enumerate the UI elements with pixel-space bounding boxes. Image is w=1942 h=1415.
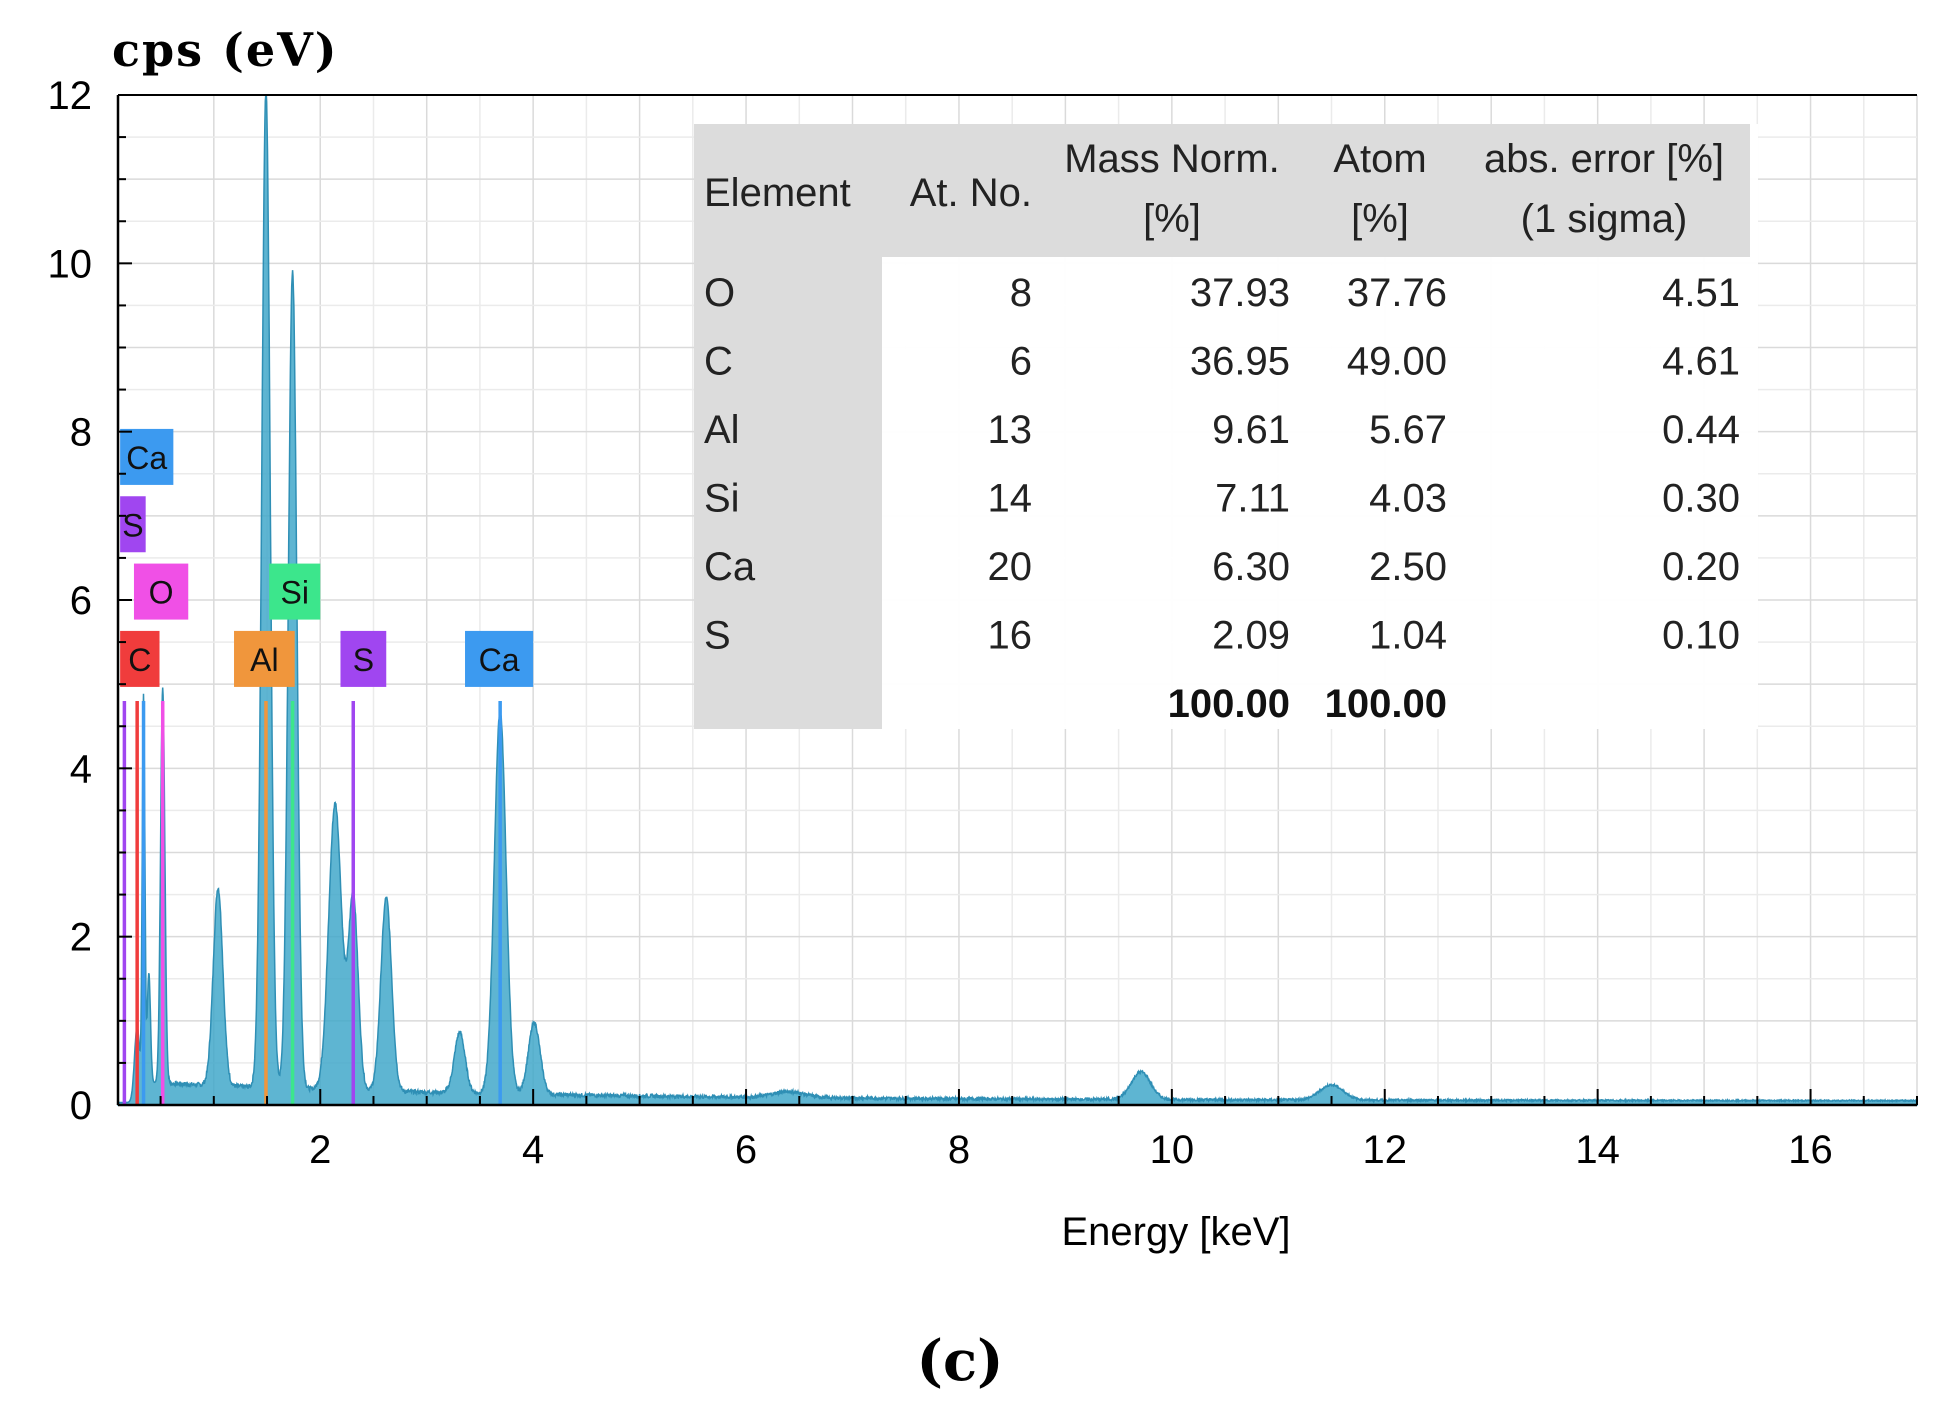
marker-label-box-c [120, 630, 160, 687]
table-cell: 4.61 [1662, 340, 1740, 384]
y-tick-label: 10 [48, 242, 93, 286]
marker-label-ca: Ca [126, 440, 167, 476]
table-header-cell: Element [704, 171, 851, 215]
marker-label-box-ca [465, 630, 534, 687]
x-tick-label: 2 [309, 1128, 331, 1172]
table-cell: 20 [988, 545, 1033, 589]
table-cell: 2.09 [1212, 614, 1290, 658]
marker-label-box-o [133, 563, 189, 620]
marker-label-box-s [340, 630, 387, 687]
table-cell: 49.00 [1347, 340, 1447, 384]
x-tick-label: 16 [1788, 1128, 1833, 1172]
y-tick-label: 8 [70, 411, 92, 455]
table-header-cell: [%] [1143, 197, 1201, 241]
table-cell: 5.67 [1369, 408, 1447, 452]
table-total-cell: 100.00 [1168, 682, 1290, 726]
table-cell: 14 [988, 477, 1033, 521]
table-cell: 0.10 [1662, 614, 1740, 658]
table-element-column-band [694, 257, 882, 729]
table-cell: 6 [1010, 340, 1032, 384]
marker-label-box-al [234, 630, 295, 687]
axis-titles: cps (eV) Energy [keV] (c) [112, 23, 1291, 1394]
y-tick-label: 4 [70, 747, 92, 791]
y-tick-label: 2 [70, 916, 92, 960]
table-cell: 36.95 [1190, 340, 1290, 384]
table-header-cell: [%] [1351, 197, 1409, 241]
marker-label-box-s [120, 496, 146, 553]
table-header-cell: abs. error [%] [1484, 137, 1724, 181]
marker-label-s: S [122, 507, 143, 543]
table-cell: 37.93 [1190, 271, 1290, 315]
table-header-cell: (1 sigma) [1521, 197, 1688, 241]
table-cell: 4.51 [1662, 271, 1740, 315]
table-cell: 16 [988, 614, 1033, 658]
table-cell: Ca [704, 545, 756, 589]
table-cell: Al [704, 408, 740, 452]
x-tick-label: 8 [948, 1128, 970, 1172]
y-tick-label: 0 [70, 1084, 92, 1128]
y-axis-title: cps (eV) [112, 23, 339, 77]
table-header-cell: Atom [1333, 137, 1426, 181]
table-cell: 7.11 [1215, 477, 1290, 521]
table-total-cell: 100.00 [1325, 682, 1447, 726]
table-cell: 2.50 [1369, 545, 1447, 589]
x-axis-title: Energy [keV] [1061, 1210, 1290, 1254]
table-header-band [694, 124, 1750, 257]
table-cell: 0.44 [1662, 408, 1740, 452]
table-header-cell: Mass Norm. [1064, 137, 1280, 181]
table-cell: 6.30 [1212, 545, 1290, 589]
spectrum [117, 94, 1918, 1106]
table-header-cell: At. No. [910, 171, 1032, 215]
marker-label-c: C [128, 642, 151, 678]
table-cell: 8 [1010, 271, 1032, 315]
table-cell: 0.30 [1662, 477, 1740, 521]
table-cell: 4.03 [1369, 477, 1447, 521]
x-tick-label: 12 [1363, 1128, 1408, 1172]
table-cell: Si [704, 477, 740, 521]
table-cell: C [704, 340, 733, 384]
table-cell: S [704, 614, 731, 658]
table-cell: 1.04 [1369, 614, 1447, 658]
marker-label-s: S [353, 642, 374, 678]
marker-label-ca: Ca [479, 642, 520, 678]
table-cell: 37.76 [1347, 271, 1447, 315]
panel-label: (c) [916, 1328, 1003, 1394]
table-cell: O [704, 271, 735, 315]
x-tick-label: 6 [735, 1128, 757, 1172]
marker-label-si: Si [280, 575, 308, 611]
spectrum-series [117, 94, 1918, 1106]
table-cell: 13 [988, 408, 1033, 452]
table-cell: 0.20 [1662, 545, 1740, 589]
x-tick-label: 14 [1575, 1128, 1620, 1172]
y-tick-label: 12 [48, 74, 93, 118]
y-tick-label: 6 [70, 579, 92, 623]
marker-label-box-ca [120, 428, 174, 485]
composition-table: Element At. No. Mass Norm. [%] Atom [%] abs. e… [694, 124, 1758, 729]
x-tick-label: 4 [522, 1128, 544, 1172]
marker-label-al: Al [250, 642, 278, 678]
marker-label-box-si [269, 563, 321, 620]
table-cell: 9.61 [1212, 408, 1290, 452]
marker-label-o: O [149, 575, 174, 611]
axes: 0 2 4 6 8 10 12 2 4 6 8 10 12 14 16 [48, 74, 1918, 1172]
x-tick-label: 10 [1150, 1128, 1195, 1172]
